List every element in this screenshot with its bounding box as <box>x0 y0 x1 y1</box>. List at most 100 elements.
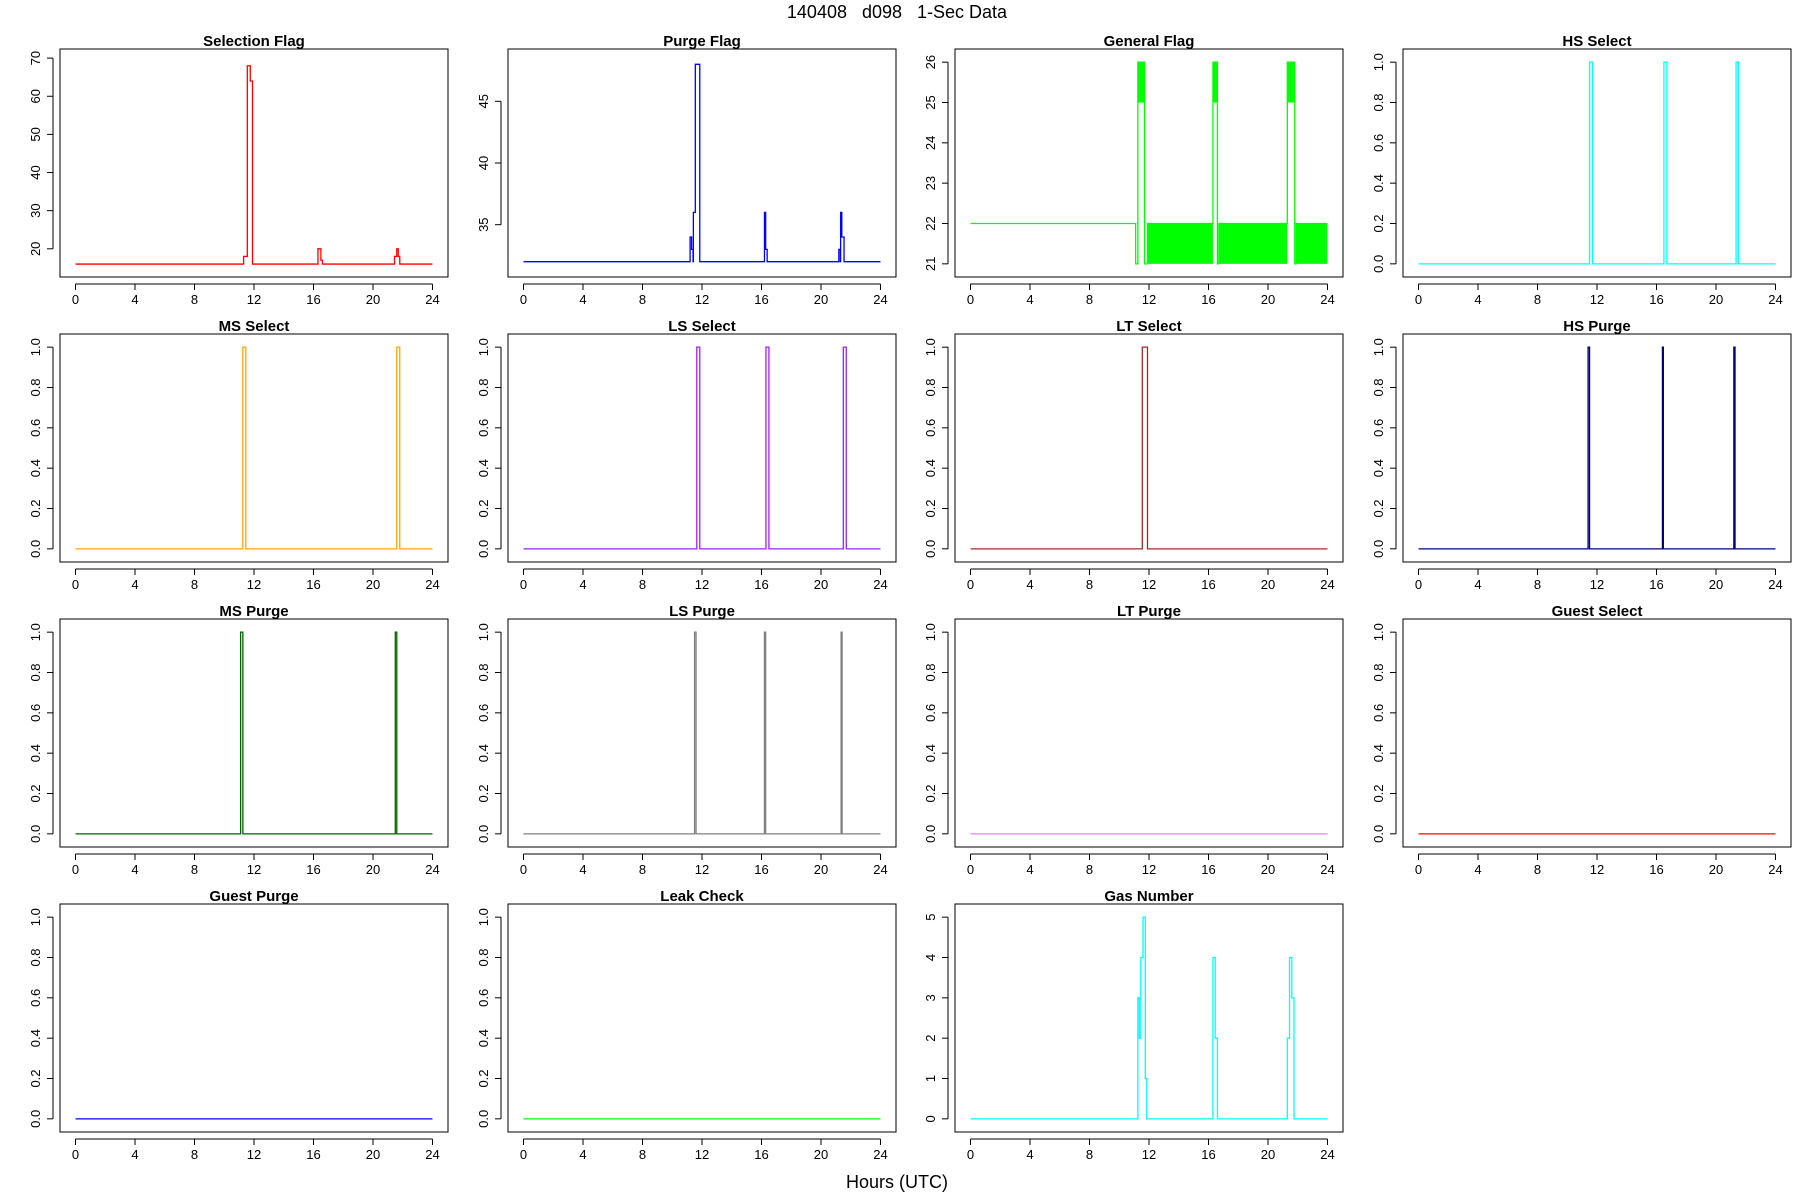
x-tick-label: 24 <box>425 862 439 877</box>
y-tick-label: 0.2 <box>923 499 938 517</box>
panel-title: HS Purge <box>1563 318 1631 335</box>
y-tick-label: 0.6 <box>476 989 491 1007</box>
x-tick-label: 0 <box>1415 292 1422 307</box>
series-line <box>523 63 881 263</box>
x-tick-label: 0 <box>1415 862 1422 877</box>
y-tick-label: 40 <box>28 165 43 179</box>
chart-panel: MS Select 0 4 8 12 16 20 24 0.0 0.2 0.4 0.6 0.8 1.0 <box>28 318 449 592</box>
x-tick-label: 12 <box>695 292 709 307</box>
x-tick-label: 0 <box>967 862 974 877</box>
x-tick-label: 20 <box>1709 292 1723 307</box>
y-tick-label: 45 <box>476 94 491 108</box>
y-tick-label: 23 <box>923 176 938 190</box>
plot-frame <box>954 618 1344 848</box>
x-tick-label: 16 <box>1201 292 1215 307</box>
x-tick-label: 16 <box>754 577 768 592</box>
y-tick-label: 0.4 <box>28 1029 43 1047</box>
y-tick-label: 2 <box>923 1035 938 1042</box>
x-tick-label: 8 <box>191 862 198 877</box>
plot-frame <box>1402 618 1792 848</box>
series-line <box>970 346 1328 550</box>
y-tick-label: 0.8 <box>923 663 938 681</box>
x-tick-label: 24 <box>1320 1147 1334 1162</box>
panel-title: Leak Check <box>660 888 744 905</box>
x-tick-label: 8 <box>639 1147 646 1162</box>
y-tick-label: 20 <box>28 242 43 256</box>
x-tick-label: 0 <box>72 1147 79 1162</box>
y-tick-label: 0.6 <box>476 704 491 722</box>
x-tick-label: 4 <box>1026 1147 1033 1162</box>
chart-panel: Purge Flag 0 4 8 12 16 20 24 35 40 45 <box>476 33 897 307</box>
x-tick-label: 24 <box>873 292 887 307</box>
x-tick-label: 12 <box>247 292 261 307</box>
x-tick-label: 20 <box>1709 862 1723 877</box>
y-tick-label: 0.2 <box>28 1069 43 1087</box>
y-tick-label: 60 <box>28 89 43 103</box>
x-tick-label: 16 <box>1201 1147 1215 1162</box>
y-tick-label: 1.0 <box>28 908 43 926</box>
y-tick-label: 0.8 <box>1371 93 1386 111</box>
x-tick-label: 16 <box>1649 292 1663 307</box>
y-tick-label: 0.4 <box>1371 744 1386 762</box>
x-tick-label: 4 <box>1474 862 1481 877</box>
x-tick-label: 12 <box>1142 292 1156 307</box>
y-tick-label: 0.0 <box>476 825 491 843</box>
x-tick-label: 16 <box>1201 577 1215 592</box>
y-tick-label: 0 <box>923 1115 938 1122</box>
panel-title: LS Select <box>668 318 736 335</box>
x-tick-label: 24 <box>1320 577 1334 592</box>
y-tick-label: 1.0 <box>476 338 491 356</box>
y-tick-label: 5 <box>923 914 938 921</box>
x-tick-label: 16 <box>1649 577 1663 592</box>
y-tick-label: 30 <box>28 203 43 217</box>
x-tick-label: 4 <box>131 577 138 592</box>
plot-frame <box>59 903 449 1133</box>
y-tick-label: 1.0 <box>1371 338 1386 356</box>
y-tick-label: 0.2 <box>476 1069 491 1087</box>
panel-title: Gas Number <box>1104 888 1193 905</box>
x-tick-label: 0 <box>967 577 974 592</box>
x-tick-label: 4 <box>1026 577 1033 592</box>
y-tick-label: 0.6 <box>1371 134 1386 152</box>
chart-panel: LT Select 0 4 8 12 16 20 24 0.0 0.2 0.4 0.6 0.8 1.0 <box>923 318 1344 592</box>
x-tick-label: 8 <box>191 292 198 307</box>
y-tick-label: 0.4 <box>476 459 491 477</box>
x-tick-label: 0 <box>520 292 527 307</box>
filled-band <box>1212 62 1218 103</box>
panel-title: Guest Purge <box>209 888 298 905</box>
plot-frame <box>1402 48 1792 278</box>
x-tick-label: 16 <box>754 862 768 877</box>
x-tick-label: 16 <box>1201 862 1215 877</box>
x-tick-label: 24 <box>1320 862 1334 877</box>
x-tick-label: 12 <box>695 862 709 877</box>
plot-frame <box>507 903 897 1133</box>
x-tick-label: 8 <box>639 292 646 307</box>
y-tick-label: 0.2 <box>1371 499 1386 517</box>
y-tick-label: 0.2 <box>28 784 43 802</box>
series-line <box>75 346 433 550</box>
figure-title: 140408 d098 1-Sec Data <box>787 2 1008 22</box>
y-tick-label: 0.4 <box>923 744 938 762</box>
x-tick-label: 8 <box>1534 292 1541 307</box>
y-tick-label: 0.4 <box>28 744 43 762</box>
x-tick-label: 8 <box>1086 577 1093 592</box>
y-tick-label: 1 <box>923 1075 938 1082</box>
y-tick-label: 0.8 <box>28 948 43 966</box>
y-tick-label: 1.0 <box>28 623 43 641</box>
x-tick-label: 8 <box>1534 577 1541 592</box>
x-tick-label: 12 <box>1590 862 1604 877</box>
y-tick-label: 0.0 <box>28 825 43 843</box>
y-tick-label: 0.4 <box>28 459 43 477</box>
series-line <box>1418 346 1776 550</box>
panel-title: MS Select <box>219 318 290 335</box>
y-tick-label: 0.8 <box>28 663 43 681</box>
panel-title: LS Purge <box>669 603 735 620</box>
x-tick-label: 12 <box>247 577 261 592</box>
y-tick-label: 0.6 <box>923 704 938 722</box>
y-tick-label: 1.0 <box>923 338 938 356</box>
y-tick-label: 0.2 <box>28 499 43 517</box>
y-tick-label: 0.6 <box>28 704 43 722</box>
y-tick-label: 0.2 <box>476 784 491 802</box>
